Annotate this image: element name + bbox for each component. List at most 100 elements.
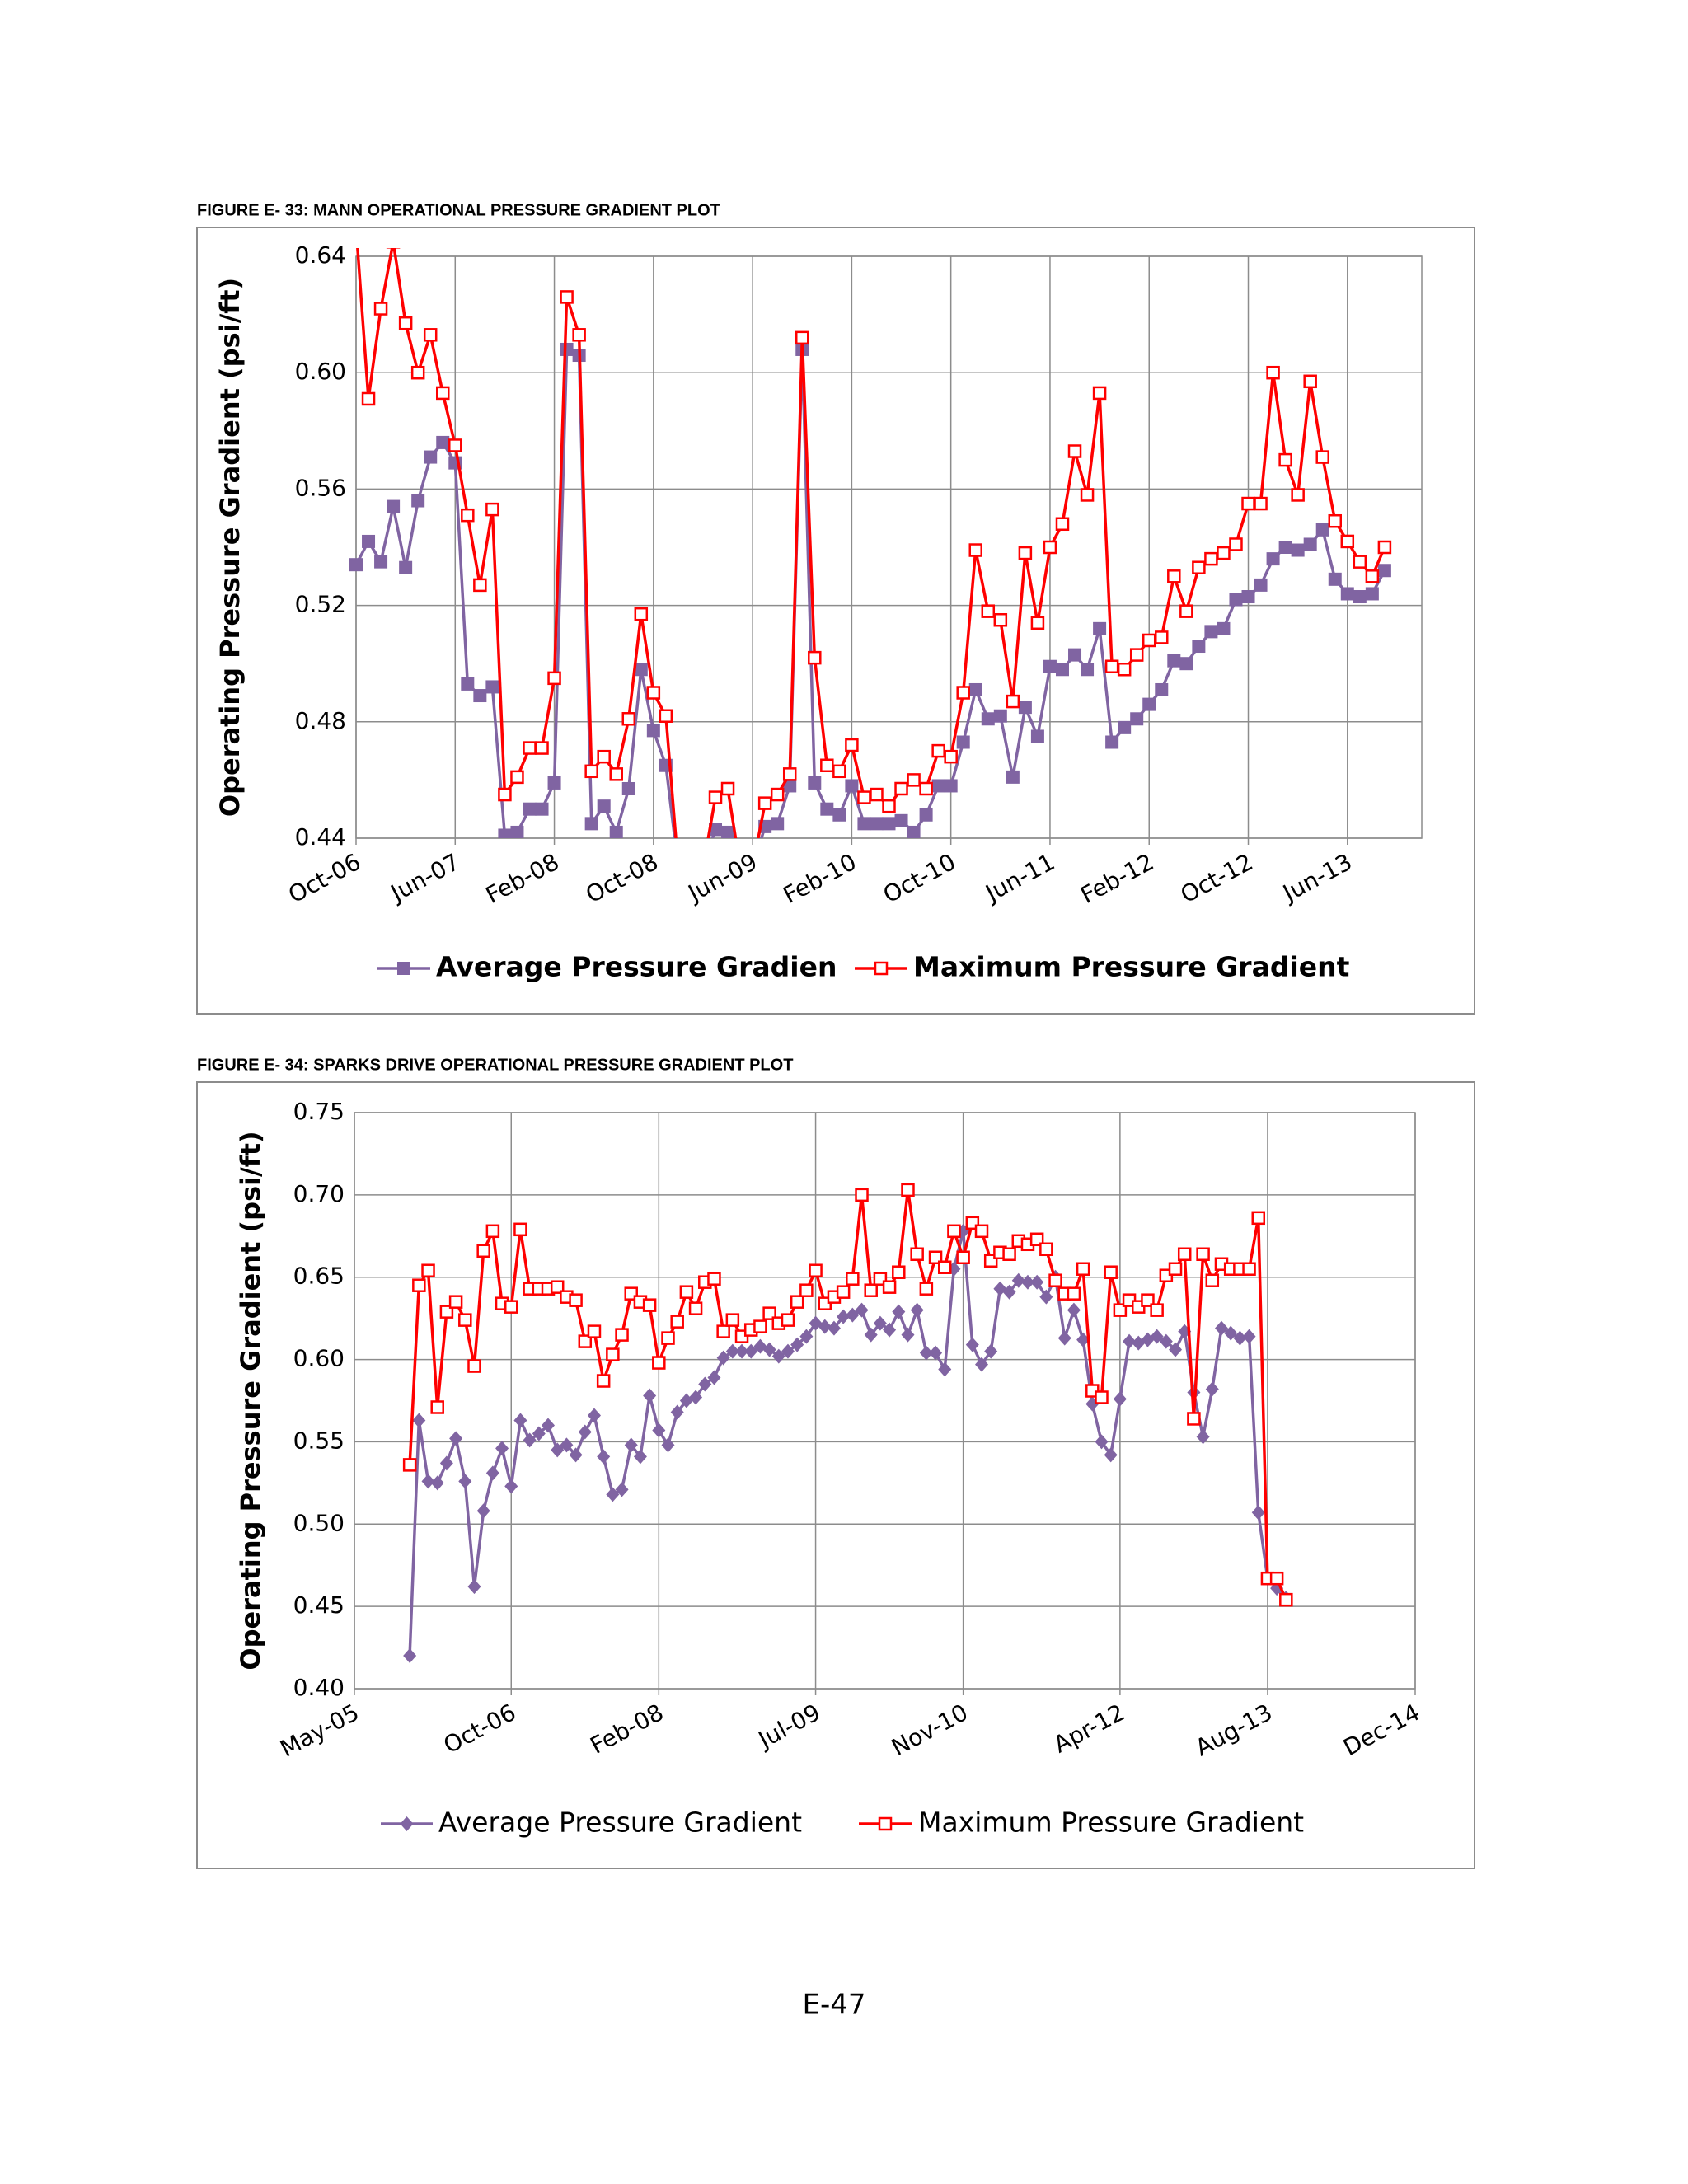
marker — [1303, 374, 1317, 389]
marker — [560, 290, 574, 304]
marker — [799, 1283, 814, 1297]
marker — [1018, 701, 1032, 715]
marker — [716, 1350, 730, 1366]
marker — [874, 961, 889, 976]
marker — [808, 776, 822, 790]
marker — [485, 502, 499, 517]
marker — [855, 1302, 869, 1318]
marker — [894, 813, 908, 827]
marker — [883, 1322, 897, 1338]
marker — [624, 1437, 638, 1453]
marker — [411, 494, 425, 508]
marker — [782, 767, 797, 781]
marker — [1205, 1381, 1219, 1397]
marker — [1204, 625, 1218, 639]
marker — [720, 781, 735, 796]
marker — [818, 1319, 832, 1334]
marker — [504, 1300, 518, 1314]
marker — [1328, 572, 1342, 586]
legend-label: Maximum Pressure Gradient — [913, 951, 1350, 983]
marker — [1365, 569, 1380, 583]
marker — [907, 773, 921, 787]
marker — [857, 790, 871, 804]
marker — [709, 823, 723, 837]
marker — [1303, 537, 1317, 551]
marker — [929, 1345, 943, 1361]
marker — [421, 1263, 435, 1277]
marker — [1266, 365, 1280, 380]
marker — [820, 758, 834, 772]
marker — [597, 799, 611, 813]
marker — [423, 328, 438, 342]
marker — [448, 438, 462, 452]
figure-caption: FIGURE E- 34: SPARKS DRIVE OPERATIONAL P… — [197, 1056, 793, 1074]
marker — [845, 779, 859, 793]
marker — [1214, 1320, 1228, 1336]
marker — [435, 386, 450, 401]
marker — [1011, 1272, 1025, 1288]
marker — [1080, 488, 1095, 502]
plot-border — [355, 255, 1423, 839]
marker — [473, 689, 487, 703]
marker — [661, 1437, 675, 1453]
marker — [832, 808, 846, 822]
marker — [498, 787, 512, 802]
marker — [1251, 1505, 1265, 1521]
marker — [1196, 1247, 1210, 1262]
marker — [721, 825, 735, 838]
marker — [633, 1449, 647, 1465]
marker — [461, 677, 475, 691]
marker — [1081, 663, 1095, 677]
marker — [584, 764, 598, 779]
marker — [397, 962, 410, 975]
marker — [510, 825, 524, 838]
marker — [1123, 1333, 1137, 1349]
marker — [1328, 513, 1343, 528]
y-tick-label: 0.45 — [293, 1591, 345, 1619]
marker — [584, 817, 598, 831]
marker — [882, 799, 896, 813]
marker — [901, 1327, 915, 1343]
marker — [707, 1370, 721, 1385]
marker — [1068, 648, 1082, 662]
marker — [1269, 1571, 1284, 1586]
y-tick-label: 0.52 — [295, 591, 346, 618]
marker — [1095, 1390, 1109, 1404]
marker — [1205, 1273, 1220, 1287]
marker — [790, 1337, 804, 1352]
marker — [606, 1487, 620, 1502]
marker — [412, 1278, 426, 1292]
marker — [403, 1648, 417, 1664]
marker — [572, 328, 586, 342]
marker — [944, 749, 958, 764]
marker — [928, 1250, 943, 1264]
marker — [783, 779, 797, 793]
marker — [1029, 1232, 1044, 1247]
marker — [1067, 444, 1082, 458]
marker — [659, 709, 673, 723]
marker — [698, 1376, 712, 1392]
marker — [931, 779, 945, 793]
marker — [1002, 1284, 1016, 1300]
marker — [436, 435, 450, 449]
marker — [1229, 537, 1243, 551]
marker — [495, 1441, 509, 1456]
y-tick-label: 0.40 — [293, 1674, 345, 1701]
marker — [1340, 534, 1355, 549]
marker — [476, 1503, 490, 1519]
marker — [542, 1418, 556, 1433]
marker — [615, 1328, 629, 1342]
marker — [1067, 1286, 1081, 1301]
marker — [1353, 590, 1367, 604]
marker — [937, 1260, 952, 1274]
marker — [808, 650, 822, 665]
marker — [461, 508, 475, 523]
y-tick-label: 0.56 — [295, 474, 346, 501]
marker — [993, 709, 1007, 723]
marker — [1030, 729, 1044, 743]
marker — [609, 767, 623, 781]
marker — [1315, 523, 1329, 537]
marker — [857, 817, 871, 831]
marker — [882, 817, 896, 831]
marker — [587, 1408, 601, 1423]
